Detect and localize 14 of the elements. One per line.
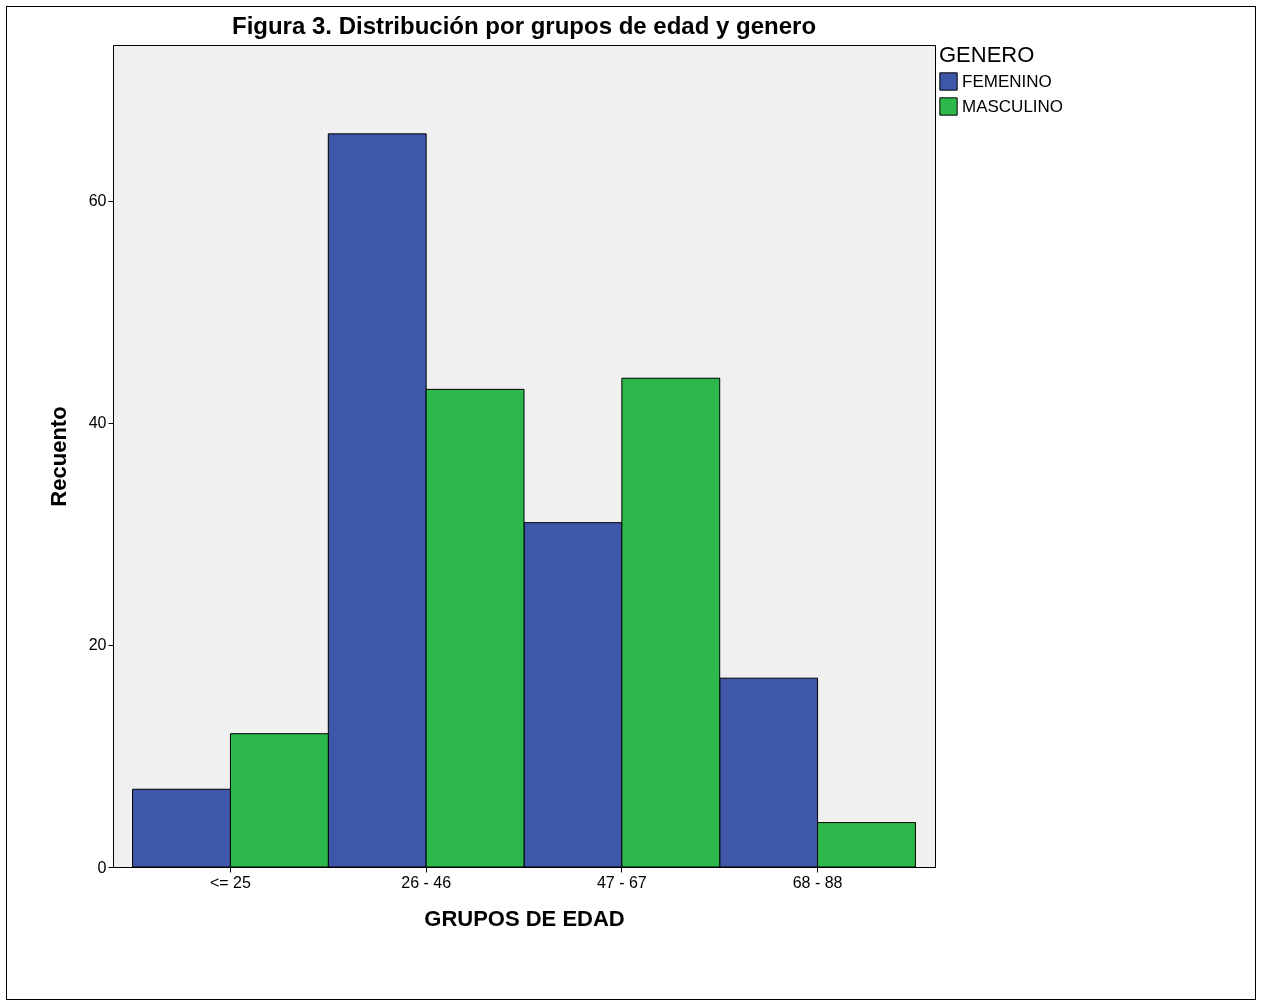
x-tick-label: 26 - 46 bbox=[401, 873, 452, 891]
y-tick-label: 20 bbox=[88, 636, 107, 654]
legend-label: MASCULINO bbox=[962, 96, 1064, 116]
y-tick-label: 40 bbox=[88, 414, 107, 432]
y-tick-label: 0 bbox=[97, 858, 107, 876]
y-tick-label: 60 bbox=[88, 192, 107, 210]
y-axis-title: Recuento bbox=[45, 406, 71, 507]
legend-title: GENERO bbox=[939, 42, 1035, 67]
x-tick-label: <= 25 bbox=[209, 873, 251, 891]
x-tick-label: 47 - 67 bbox=[596, 873, 647, 891]
legend-label: FEMENINO bbox=[962, 71, 1052, 91]
x-tick-label: 68 - 88 bbox=[792, 873, 843, 891]
chart-title: Figura 3. Distribución por grupos de edad y genero bbox=[231, 12, 817, 39]
x-axis-title: GRUPOS DE EDAD bbox=[424, 905, 625, 931]
